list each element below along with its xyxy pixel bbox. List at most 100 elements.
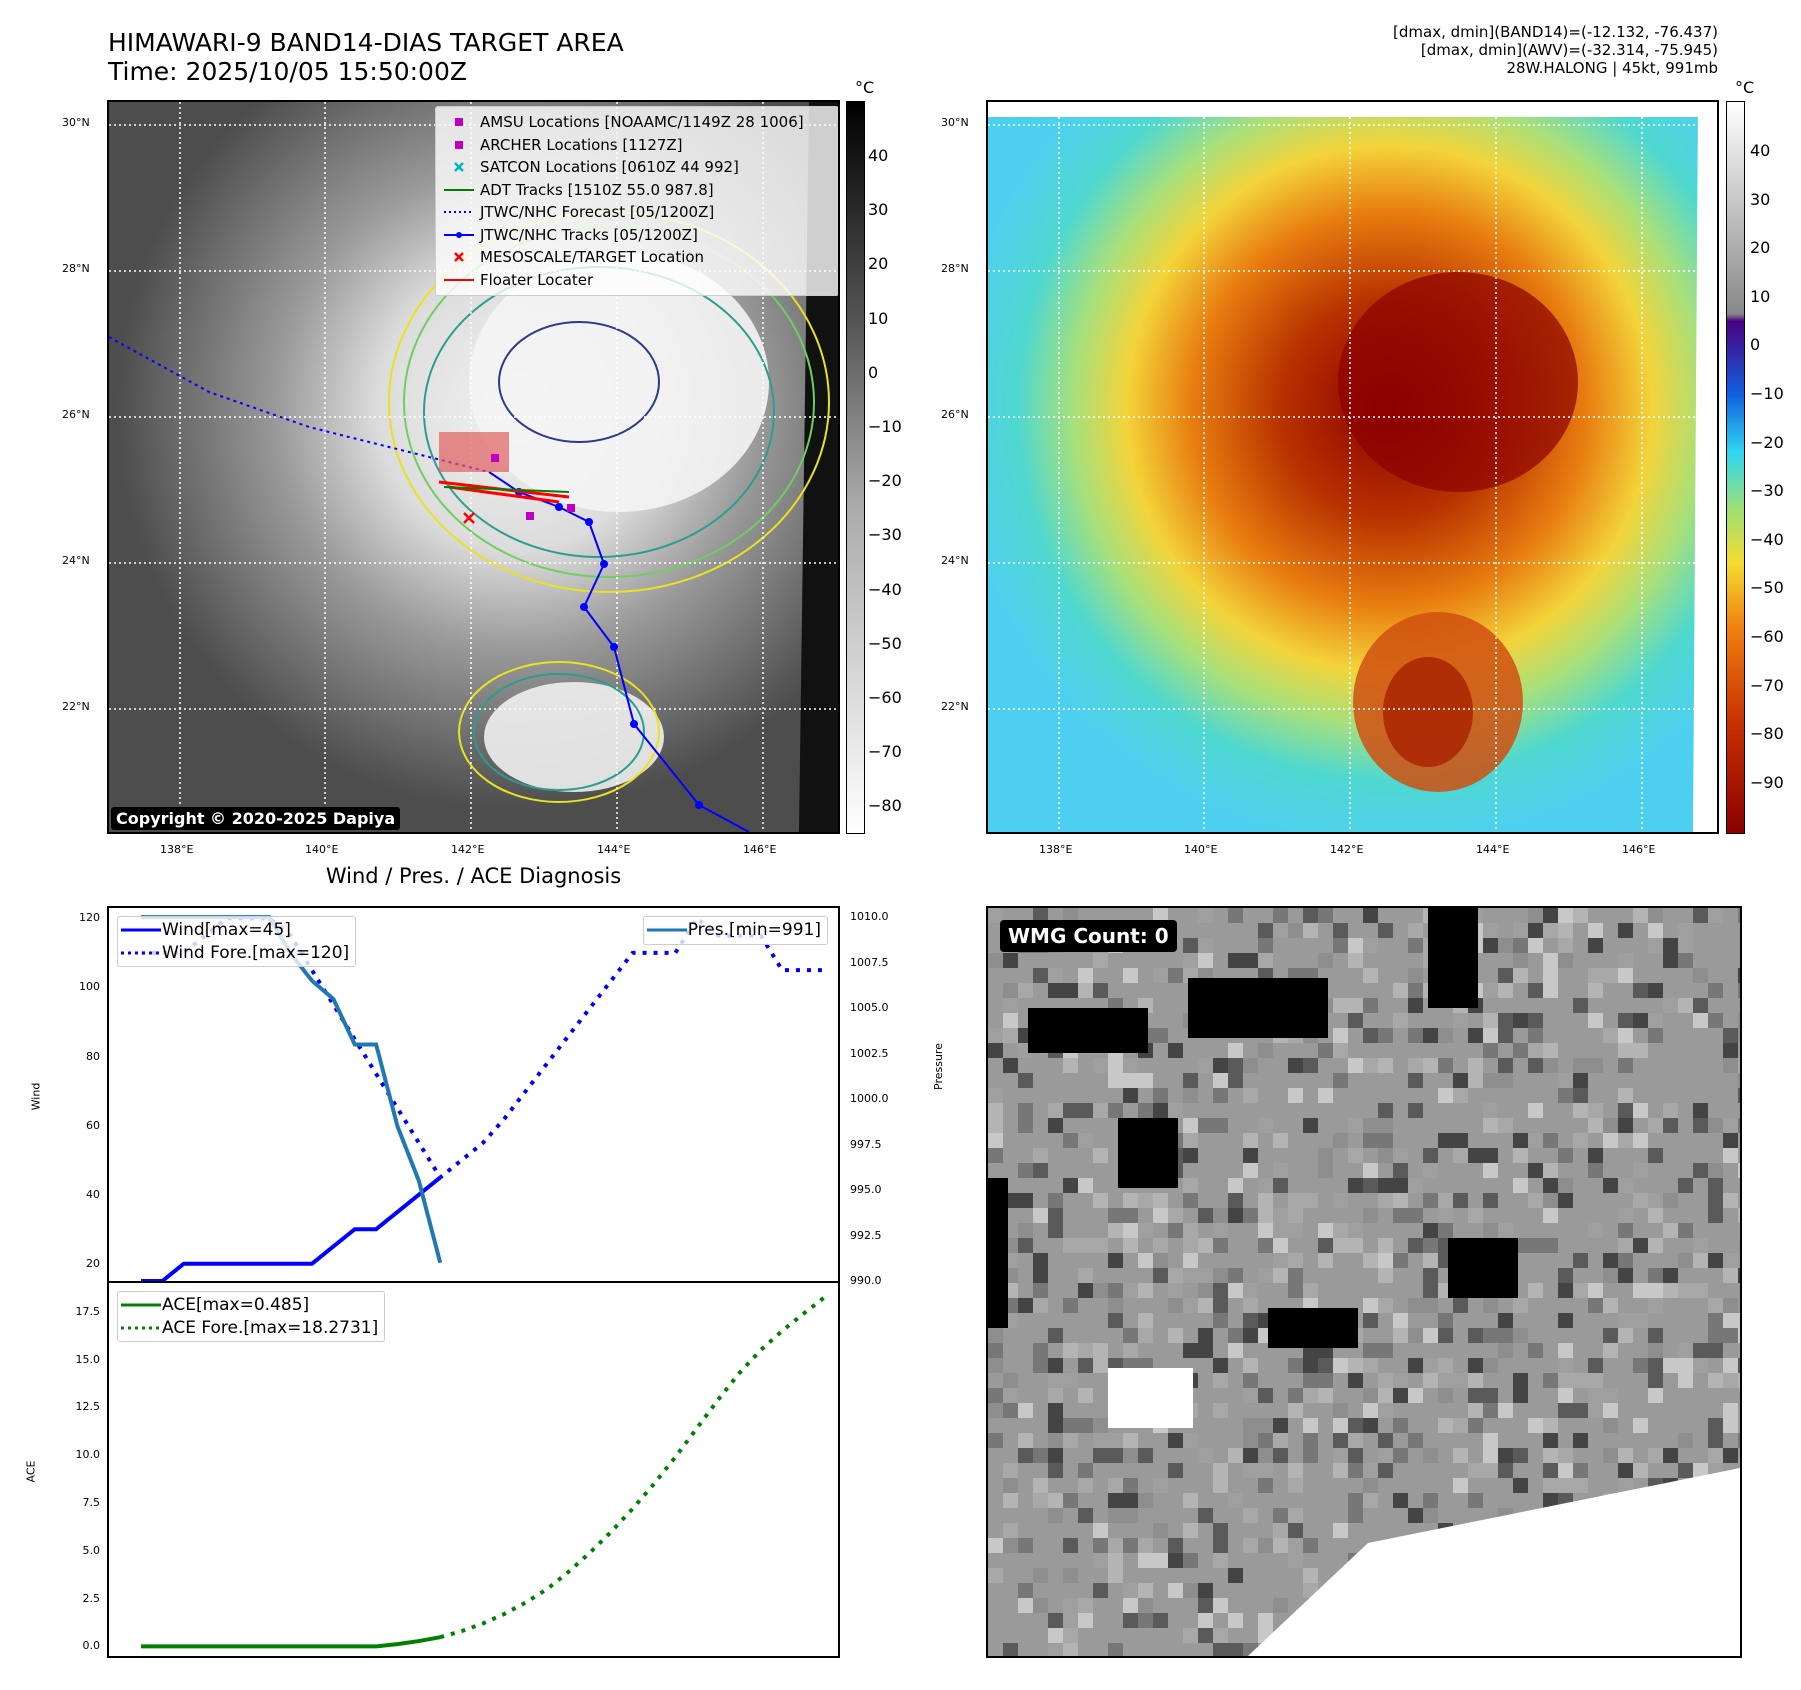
- ace-legend: ACE[max=0.485] ACE Fore.[max=18.2731]: [117, 1291, 386, 1342]
- legend-marker-icon: [438, 252, 480, 263]
- colorbar-tick: −30: [1750, 481, 1784, 501]
- colorbar-tick: −40: [1750, 529, 1784, 549]
- legend-marker-icon: [438, 185, 480, 195]
- map-legend-label: ADT Tracks [1510Z 55.0 987.8]: [480, 180, 714, 199]
- legend-marker-icon: [438, 207, 480, 217]
- ace-ylabel: ACE: [24, 1460, 38, 1483]
- ace-panel: ACE[max=0.485] ACE Fore.[max=18.2731]: [107, 1281, 840, 1658]
- colorbar-tick: −10: [1750, 384, 1784, 403]
- info-line3: 28W.HALONG | 45kt, 991mb: [1506, 59, 1718, 77]
- map-legend-item: MESOSCALE/TARGET Location: [438, 246, 836, 269]
- y-tick-label: 1005.0: [850, 1001, 889, 1015]
- y-tick-label: 997.5: [850, 1137, 882, 1151]
- info-line2: [dmax, dmin](AWV)=(-32.314, -75.945): [1420, 41, 1718, 59]
- y-tick-label: 992.5: [850, 1228, 882, 1242]
- map-legend-label: MESOSCALE/TARGET Location: [480, 248, 705, 267]
- legend-ace: ACE[max=0.485]: [162, 1295, 310, 1316]
- y-tick-label: 10.0: [75, 1448, 101, 1462]
- legend-ace-fore: ACE Fore.[max=18.2731]: [162, 1317, 379, 1338]
- lat-label: 30°N: [62, 116, 90, 129]
- colorbar-tick: 10: [868, 308, 889, 328]
- legend-marker-icon: [438, 275, 480, 285]
- wmg-panel: WMG Count: 0: [986, 906, 1742, 1658]
- y-tick-label: 1007.5: [850, 955, 889, 969]
- y-tick-label: 80: [86, 1049, 100, 1063]
- y-tick-label: 995.0: [850, 1183, 882, 1197]
- colorbar-tick: −70: [868, 742, 902, 762]
- map-legend: AMSU Locations [NOAAMC/1149Z 28 1006] ARC…: [435, 106, 838, 296]
- colorbar-tick: 30: [1750, 189, 1771, 209]
- y-tick-label: 0.0: [82, 1639, 101, 1653]
- lat-label: 28°N: [62, 262, 90, 275]
- colorbar-tick: −60: [868, 688, 902, 707]
- map-legend-label: JTWC/NHC Tracks [05/1200Z]: [480, 225, 698, 244]
- y-tick-label: 7.5: [82, 1495, 101, 1509]
- lat-label: 30°N: [941, 116, 969, 129]
- figure-title-line1: HIMAWARI-9 BAND14-DIAS TARGET AREA: [108, 28, 624, 57]
- lat-label: 26°N: [941, 408, 969, 421]
- map-legend-item: AMSU Locations [NOAAMC/1149Z 28 1006]: [438, 111, 836, 134]
- colorbar-tick: 0: [1750, 335, 1761, 355]
- colorbar-tick: 20: [868, 254, 889, 274]
- colorbar-tick: −10: [868, 417, 902, 436]
- left-colorbar: [846, 101, 865, 834]
- colorbar-tick: −50: [1750, 578, 1784, 598]
- lon-label: 146°E: [743, 843, 777, 856]
- legend-marker-icon: [438, 230, 480, 240]
- ace-plot: [141, 1295, 827, 1649]
- y-tick-label: 17.5: [75, 1304, 101, 1318]
- series-line: [141, 915, 443, 1264]
- pressure-legend: Pres.[min=991]: [642, 916, 828, 945]
- colorbar-tick: 10: [1750, 286, 1771, 306]
- colorbar-tick: −20: [868, 471, 902, 491]
- colorbar-tick: −50: [868, 633, 902, 653]
- colorbar-tick: −30: [868, 525, 902, 545]
- copyright-label: Copyright © 2020-2025 Dapiya: [111, 807, 401, 830]
- wind-pressure-panel: Wind[max=45] Wind Fore.[max=120] Pres.[m…: [107, 906, 840, 1283]
- map-legend-item: ARCHER Locations [1127Z]: [438, 134, 836, 157]
- awv-map-image: [988, 102, 1717, 832]
- lat-label: 28°N: [941, 262, 969, 275]
- map-legend-item: ADT Tracks [1510Z 55.0 987.8]: [438, 179, 836, 202]
- pressure-ylabel: Pressure: [932, 1043, 945, 1090]
- map-legend-item: JTWC/NHC Forecast [05/1200Z]: [438, 201, 836, 224]
- figure-title: HIMAWARI-9 BAND14-DIAS TARGET AREA Time:…: [108, 28, 624, 86]
- series-line: [439, 1295, 827, 1640]
- lon-label: 140°E: [305, 843, 339, 856]
- y-tick-label: 12.5: [75, 1400, 101, 1414]
- colorbar-tick: 30: [868, 200, 889, 220]
- y-tick-label: 2.5: [82, 1591, 101, 1605]
- y-tick-label: 1000.0: [850, 1092, 889, 1106]
- wmg-count-label: WMG Count: 0: [1000, 920, 1177, 952]
- colorbar-tick: −60: [1750, 627, 1784, 646]
- lat-label: 22°N: [941, 700, 969, 713]
- wmg-image: [988, 908, 1740, 1656]
- map-legend-label: Floater Locater: [480, 270, 594, 289]
- diag-title: Wind / Pres. / ACE Diagnosis: [325, 864, 622, 888]
- series-line: [141, 1635, 441, 1649]
- map-legend-label: AMSU Locations [NOAAMC/1149Z 28 1006]: [480, 113, 804, 132]
- left-colorbar-unit: °C: [855, 78, 875, 97]
- lat-label: 24°N: [941, 554, 969, 567]
- colorbar-tick: −90: [1750, 772, 1784, 792]
- colorbar-tick: −80: [1750, 724, 1784, 744]
- right-colorbar: [1726, 101, 1745, 834]
- colorbar-tick: −80: [868, 796, 902, 816]
- lon-label: 142°E: [451, 843, 485, 856]
- lat-label: 26°N: [62, 408, 90, 421]
- legend-marker-icon: [438, 140, 480, 150]
- ir-map-panel: Copyright © 2020-2025 Dapiya AMSU Locati…: [107, 100, 840, 834]
- right-colorbar-unit: °C: [1735, 78, 1755, 97]
- y-tick-label: 5.0: [82, 1543, 101, 1557]
- lon-label: 142°E: [1330, 843, 1364, 856]
- awv-map-panel: [986, 100, 1719, 834]
- colorbar-tick: −40: [868, 579, 902, 599]
- y-tick-label: 1010.0: [850, 910, 889, 924]
- lon-label: 138°E: [1039, 843, 1073, 856]
- map-legend-label: JTWC/NHC Forecast [05/1200Z]: [480, 203, 715, 222]
- map-legend-label: ARCHER Locations [1127Z]: [480, 135, 683, 154]
- y-tick-label: 1002.5: [850, 1046, 889, 1060]
- map-legend-item: JTWC/NHC Tracks [05/1200Z]: [438, 224, 836, 247]
- y-tick-label: 40: [86, 1187, 100, 1201]
- y-tick-label: 990.0: [850, 1274, 882, 1287]
